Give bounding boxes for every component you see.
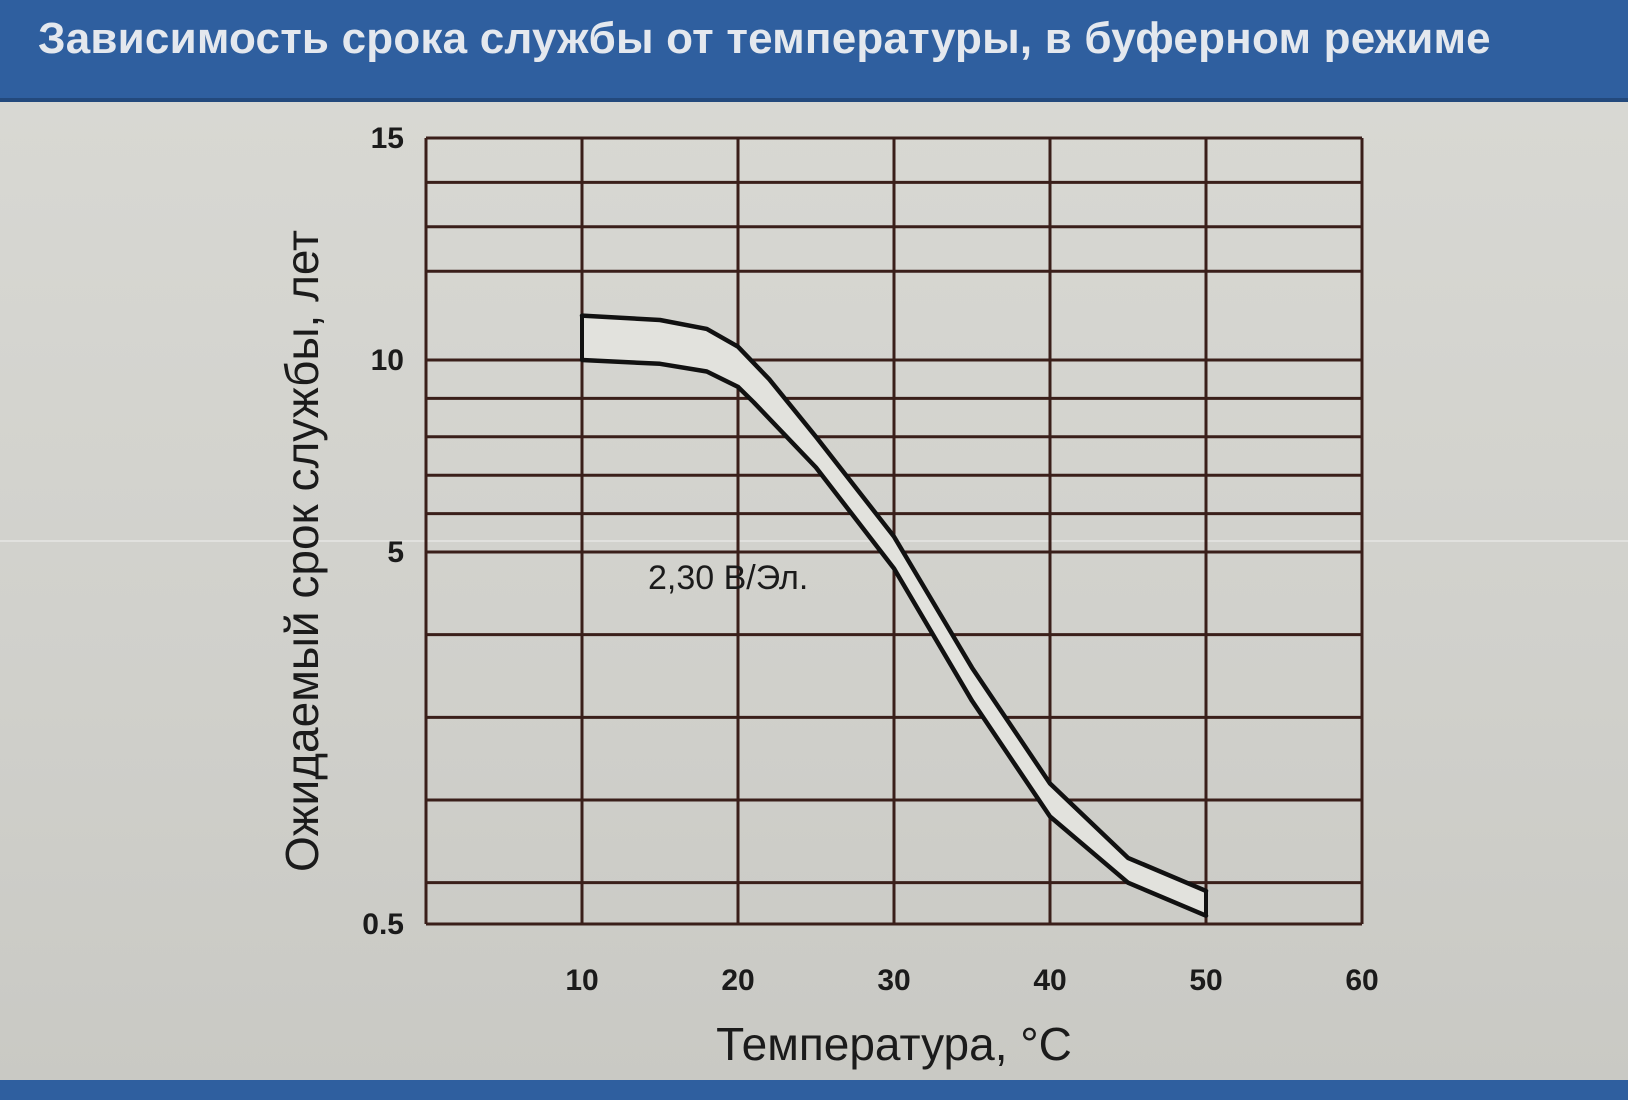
voltage-annotation: 2,30 В/Эл. bbox=[648, 559, 808, 597]
y-tick-label: 15 bbox=[371, 122, 404, 155]
paper-fold-line bbox=[0, 540, 1628, 542]
y-tick-label: 5 bbox=[387, 536, 404, 569]
x-axis-label: Температура, °C bbox=[716, 1018, 1072, 1070]
x-tick-label: 10 bbox=[565, 964, 598, 997]
y-axis-label: Ожидаемый срок службы, лет bbox=[276, 230, 328, 872]
series-upper-line bbox=[579, 313, 1209, 894]
x-tick-label: 50 bbox=[1189, 964, 1222, 997]
x-tick-label: 20 bbox=[721, 964, 754, 997]
footer-band bbox=[0, 1080, 1628, 1100]
chart-paper bbox=[0, 102, 1628, 1080]
grid bbox=[424, 136, 1364, 926]
series-lower-line bbox=[579, 357, 1209, 918]
chart-title: Зависимость срока службы от температуры,… bbox=[38, 14, 1491, 63]
x-tick-label: 60 bbox=[1345, 964, 1378, 997]
y-tick-label: 0.5 bbox=[362, 908, 404, 941]
x-tick-label: 40 bbox=[1033, 964, 1066, 997]
tick-labels: 10 20 30 40 50 60 0.5 5 10 15 bbox=[362, 122, 1378, 997]
lifetime-band bbox=[579, 313, 1209, 918]
y-tick-label: 10 bbox=[371, 344, 404, 377]
x-tick-label: 30 bbox=[877, 964, 910, 997]
header-band: Зависимость срока службы от температуры,… bbox=[0, 0, 1628, 102]
